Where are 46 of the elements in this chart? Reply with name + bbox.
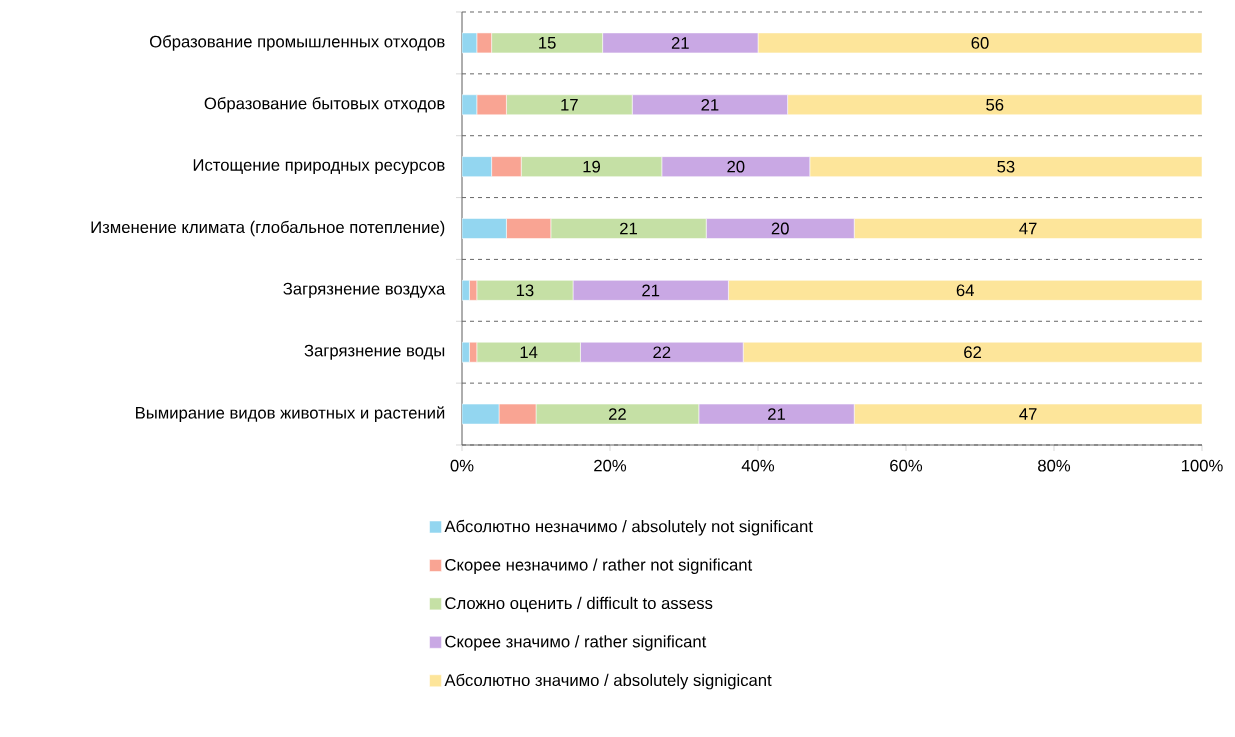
y-tick-label: Образование бытовых отходов bbox=[204, 96, 445, 113]
x-tick-label: 0% bbox=[450, 459, 474, 472]
data-label: 47 bbox=[1019, 408, 1037, 420]
bar bbox=[787, 94, 1202, 116]
y-tick-label: Изменение климата (глобальное потепление) bbox=[91, 220, 445, 237]
data-label: 21 bbox=[620, 222, 637, 235]
legend-label: Скорее значимо / rather significant bbox=[445, 635, 707, 651]
legend-label: Сложно оценить / difficult to assess bbox=[445, 596, 713, 613]
bar bbox=[728, 280, 1202, 301]
data-label: 62 bbox=[964, 346, 982, 359]
data-label: 21 bbox=[768, 408, 785, 420]
data-label: 14 bbox=[520, 346, 538, 358]
data-label: 13 bbox=[516, 284, 534, 297]
bar bbox=[462, 218, 507, 239]
y-tick-label: Загрязнение воздуха bbox=[283, 282, 446, 298]
x-tick-label: 40% bbox=[741, 459, 775, 472]
data-label: 47 bbox=[1019, 222, 1037, 235]
data-label: 17 bbox=[561, 99, 578, 111]
y-tick-label: Образование промышленных отходов bbox=[150, 35, 445, 51]
legend-label: Абсолютно незначимо / absolutely not significant bbox=[444, 519, 813, 536]
data-label: 21 bbox=[701, 98, 719, 111]
data-label: 21 bbox=[642, 284, 660, 297]
data-label: 64 bbox=[956, 284, 974, 297]
data-label: 22 bbox=[653, 346, 671, 359]
data-label: 56 bbox=[986, 98, 1004, 111]
y-tick-label: Истощение природных ресурсов bbox=[193, 159, 445, 175]
data-label: 15 bbox=[539, 37, 556, 49]
legend-label: Скорее незначимо / rather not significant bbox=[445, 558, 753, 574]
data-label: 53 bbox=[997, 160, 1015, 173]
x-tick-label: 80% bbox=[1038, 459, 1071, 472]
bar bbox=[462, 156, 492, 177]
bar bbox=[809, 156, 1202, 177]
x-tick-label: 20% bbox=[594, 459, 627, 472]
bar bbox=[853, 218, 1202, 239]
data-label: 19 bbox=[583, 160, 600, 173]
data-label: 22 bbox=[608, 408, 626, 420]
legend-label: Абсолютно значимо / absolutely signigicant bbox=[444, 673, 772, 690]
data-label: 20 bbox=[727, 160, 745, 173]
x-tick-label: 60% bbox=[890, 459, 923, 472]
data-label: 60 bbox=[971, 37, 989, 49]
data-label: 20 bbox=[771, 222, 789, 235]
y-tick-label: Вымирание видов животных и растений bbox=[136, 406, 445, 422]
bar bbox=[742, 341, 1202, 363]
y-tick-label: Загрязнение воды bbox=[304, 344, 445, 360]
data-label: 21 bbox=[671, 37, 689, 49]
x-tick-label: 100% bbox=[1181, 459, 1223, 472]
